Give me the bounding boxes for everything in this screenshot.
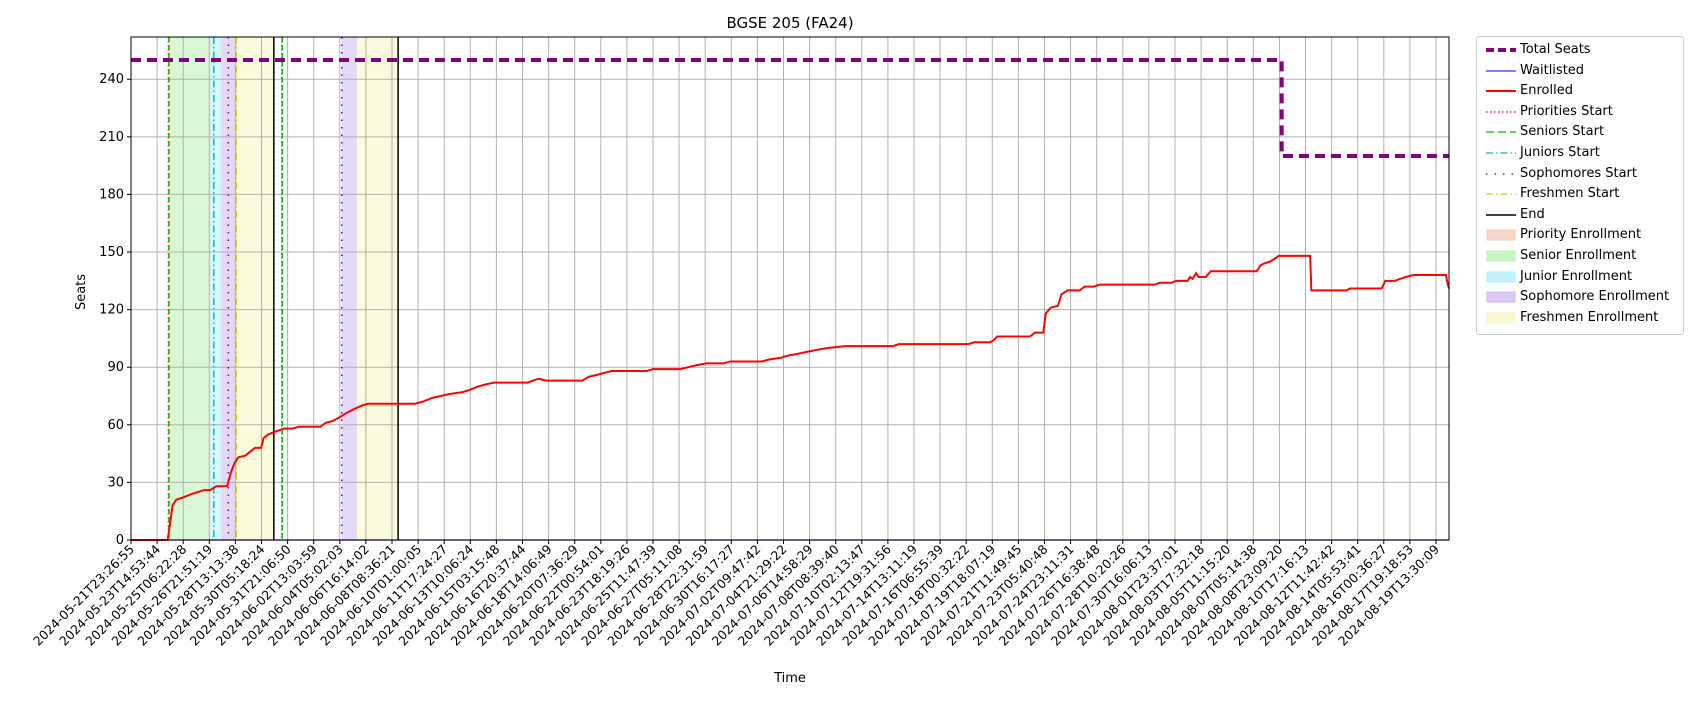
legend-item: Freshmen Enrollment (1477, 308, 1683, 328)
legend-label: Senior Enrollment (1520, 248, 1637, 263)
legend-item: Freshmen Start (1477, 184, 1683, 204)
legend-swatch (1486, 193, 1516, 195)
legend-item: Sophomore Enrollment (1477, 287, 1683, 307)
legend-swatch (1486, 152, 1516, 154)
legend-label: Total Seats (1520, 42, 1591, 57)
legend-swatch (1486, 250, 1516, 262)
legend-swatch (1486, 229, 1516, 241)
y-tick-label: 240 (99, 72, 124, 87)
legend-item: Juniors Start (1477, 143, 1683, 163)
legend: Total Seats Waitlisted Enrolled Priorities … (1476, 36, 1684, 335)
legend-swatch (1486, 214, 1516, 216)
series-total-seats (131, 58, 1449, 159)
legend-label: Enrolled (1520, 83, 1573, 99)
legend-label: Priority Enrollment (1520, 227, 1642, 243)
legend-item: Priority Enrollment (1477, 225, 1683, 245)
span-junior-enrollment-1 (210, 37, 222, 540)
span-senior-enrollment-1 (168, 37, 211, 540)
legend-swatch (1486, 48, 1516, 52)
legend-swatch (1486, 291, 1516, 303)
legend-swatch (1486, 131, 1516, 134)
legend-label: Priorities Start (1520, 103, 1613, 119)
legend-item: Seniors Start (1477, 122, 1683, 142)
span-freshmen-enrollment-2 (356, 37, 399, 540)
legend-swatch (1486, 271, 1516, 283)
legend-label: Freshmen Enrollment (1520, 309, 1659, 325)
legend-item: Junior Enrollment (1477, 267, 1683, 287)
legend-swatch (1486, 111, 1516, 113)
y-tick-label: 0 (116, 533, 124, 548)
y-tick-label: 120 (99, 303, 124, 318)
legend-item: Sophomores Start (1477, 164, 1683, 184)
legend-item: Waitlisted (1477, 61, 1683, 81)
legend-swatch (1486, 70, 1516, 72)
x-axis-label: Time (773, 671, 806, 686)
y-tick-label: 90 (107, 360, 124, 375)
y-tick-label: 150 (99, 245, 124, 260)
legend-swatch (1486, 312, 1516, 324)
legend-label: Waitlisted (1520, 62, 1585, 78)
legend-swatch (1486, 172, 1516, 175)
legend-label: Junior Enrollment (1520, 268, 1633, 284)
legend-label: Sophomore Enrollment (1520, 289, 1670, 305)
y-tick-label: 60 (107, 418, 124, 433)
series-enrolled (131, 254, 1450, 541)
legend-item: Enrolled (1477, 81, 1683, 101)
legend-item: Priorities Start (1477, 102, 1683, 122)
legend-label: End (1520, 206, 1545, 222)
span-sophomore-enrollment-2 (341, 37, 357, 540)
y-tick-label: 30 (107, 475, 124, 490)
plot-frame (130, 36, 1450, 541)
y-tick-label: 210 (99, 130, 124, 145)
y-tick-label: 180 (99, 187, 124, 202)
span-sophomore-enrollment-1 (221, 37, 237, 540)
y-axis-label: Seats (74, 274, 89, 310)
chart-title: BGSE 205 (FA24) (726, 14, 853, 32)
legend-label: Seniors Start (1520, 124, 1605, 140)
legend-label: Sophomores Start (1520, 165, 1637, 181)
legend-label: Freshmen Start (1520, 186, 1620, 202)
span-freshmen-enrollment-1 (236, 37, 274, 540)
legend-label: Juniors Start (1520, 145, 1600, 160)
legend-swatch (1486, 90, 1516, 93)
legend-item: Total Seats (1477, 40, 1683, 60)
legend-item: Senior Enrollment (1477, 246, 1683, 266)
legend-item: End (1477, 205, 1683, 225)
